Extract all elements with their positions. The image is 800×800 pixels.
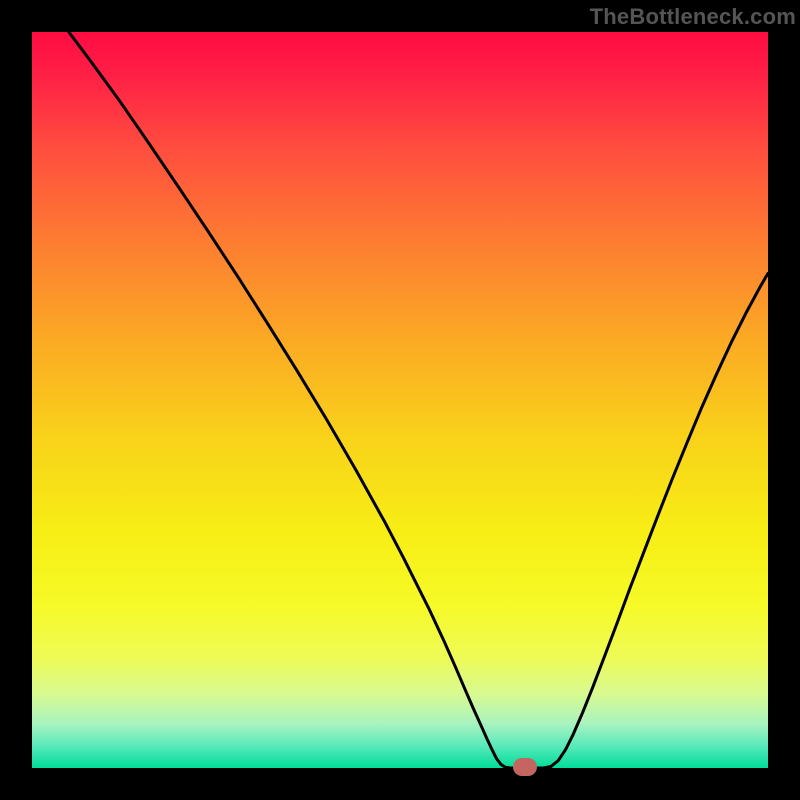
optimal-point-marker — [513, 758, 537, 776]
bottleneck-chart — [0, 0, 800, 800]
chart-background-gradient — [32, 32, 768, 768]
watermark-text: TheBottleneck.com — [590, 4, 796, 30]
